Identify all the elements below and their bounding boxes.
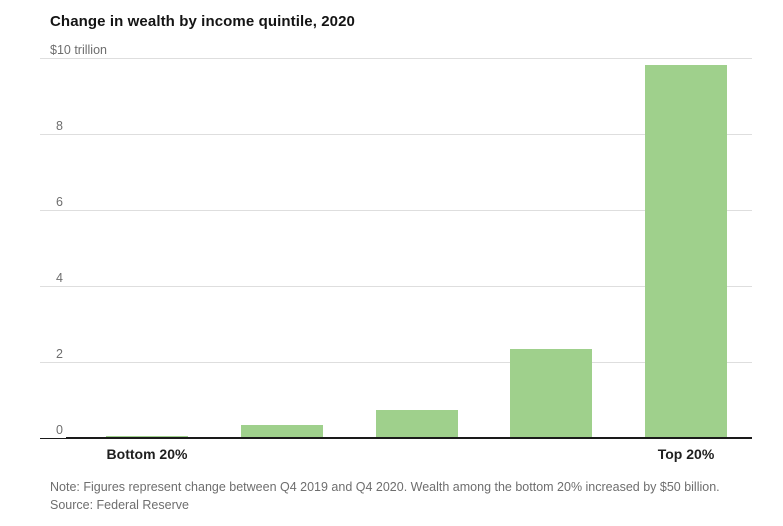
y-tick-label-6: 6 bbox=[34, 195, 66, 210]
y-tick-label-2: 2 bbox=[34, 347, 66, 362]
chart-note: Note: Figures represent change between Q… bbox=[50, 480, 720, 494]
gridline-2 bbox=[40, 361, 752, 363]
gridline-10 bbox=[40, 57, 752, 59]
gridline-4 bbox=[40, 285, 752, 287]
y-tick-label-10: $10 trillion bbox=[47, 43, 110, 58]
bar-4-top-20- bbox=[645, 65, 727, 438]
chart-title: Change in wealth by income quintile, 202… bbox=[50, 13, 356, 30]
bar-3 bbox=[510, 348, 593, 438]
x-category-label-bottom-20-: Bottom 20% bbox=[106, 446, 188, 462]
chart-source: Source: Federal Reserve bbox=[50, 498, 189, 512]
bar-1 bbox=[240, 424, 323, 438]
gridline-6 bbox=[40, 209, 752, 211]
x-axis-line bbox=[40, 437, 752, 439]
x-category-label-top-20-: Top 20% bbox=[657, 446, 715, 462]
gridline-8 bbox=[40, 133, 752, 135]
bar-2 bbox=[375, 409, 458, 438]
y-tick-label-4: 4 bbox=[34, 271, 66, 286]
y-tick-label-8: 8 bbox=[34, 119, 66, 134]
y-tick-label-0: 0 bbox=[34, 424, 66, 438]
